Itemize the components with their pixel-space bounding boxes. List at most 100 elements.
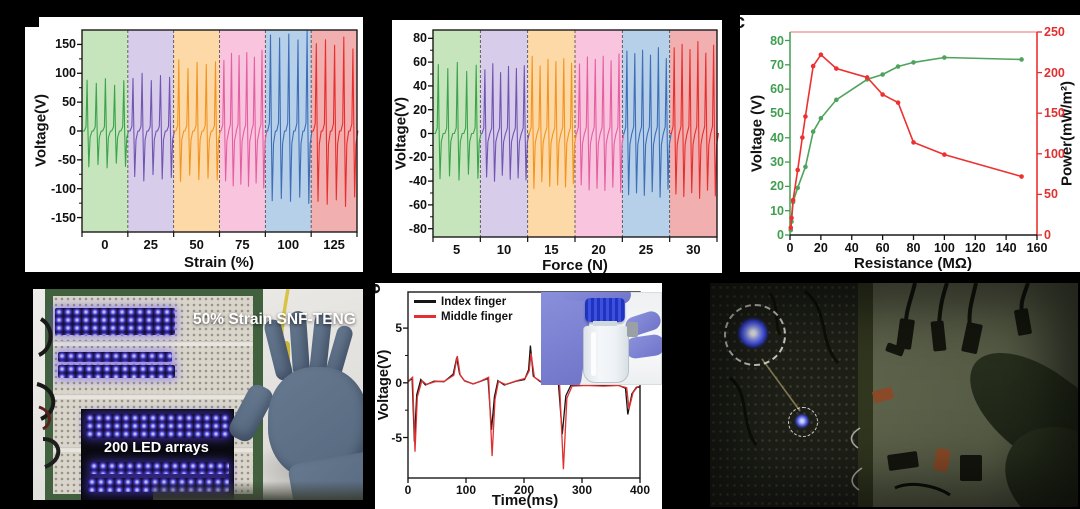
spike-trace-25 xyxy=(127,72,176,182)
y-tick-label: 0 xyxy=(69,124,76,138)
y-tick-label: 150 xyxy=(55,37,76,52)
force-chart-plot xyxy=(428,29,720,242)
y-tick-label: 50 xyxy=(62,95,76,110)
band-20 xyxy=(575,30,623,237)
right-tick-label: 100 xyxy=(1044,146,1065,161)
y-tick-label: 20 xyxy=(413,102,427,117)
panel-dark-demo-photo xyxy=(710,283,1078,507)
impedance-chart-right-axis-title: Power(mW/m²) xyxy=(1058,81,1076,186)
x-tick-label: 200 xyxy=(513,483,535,497)
strain-demo-caption: 50% Strain SNF-TENG xyxy=(193,311,356,328)
left-tick-label: 60 xyxy=(770,82,784,97)
strain-chart-x-axis-title: Strain (%) xyxy=(183,254,254,271)
spike-trace-125 xyxy=(311,36,359,208)
x-band-label: 50 xyxy=(189,237,204,252)
y-tick-label: -100 xyxy=(50,181,76,196)
right-tick-label: 50 xyxy=(1044,187,1058,202)
y-tick-label: -40 xyxy=(408,174,427,189)
x-tick-label: 40 xyxy=(844,241,859,255)
bottle-photo-inset xyxy=(541,292,662,385)
series-power xyxy=(790,53,1022,228)
spike-trace-100 xyxy=(265,30,313,205)
y-tick-label: 40 xyxy=(413,78,427,93)
spike-trace-15 xyxy=(527,55,578,190)
y-tick-label: 100 xyxy=(55,66,76,81)
led-array-strip xyxy=(86,414,229,438)
y-tick-label: -80 xyxy=(408,221,427,236)
marker-voltage xyxy=(810,129,816,134)
led-array-strip xyxy=(58,352,172,362)
strain-svg xyxy=(77,29,359,237)
x-tick-label: 100 xyxy=(455,483,477,497)
marker-power xyxy=(800,135,805,140)
marker-voltage xyxy=(880,72,885,77)
spike-trace-10 xyxy=(480,63,530,182)
x-band-label: 100 xyxy=(277,237,300,252)
left-tick-label: 0 xyxy=(777,228,784,242)
legend-swatch xyxy=(414,315,436,318)
impedance-chart-x-axis-title: Resistance (MΩ) xyxy=(854,255,972,272)
x-tick-label: 400 xyxy=(629,483,651,497)
band-10 xyxy=(480,30,528,237)
x-band-label: 75 xyxy=(235,237,250,252)
marker-voltage xyxy=(895,64,901,69)
legend-label: Middle finger xyxy=(441,310,513,323)
legend-swatch xyxy=(414,300,436,303)
band-75 xyxy=(219,30,266,232)
y-tick-label: -50 xyxy=(57,152,76,167)
marker-voltage xyxy=(1019,57,1024,62)
marker-power xyxy=(864,75,870,80)
marker-voltage xyxy=(803,164,808,170)
panel-strain-chart: Voltage(V) Strain (%) 150 100 50 0 -50 -100 -1… xyxy=(25,17,363,272)
marker-power xyxy=(895,100,901,105)
y-tick-label: 0 xyxy=(395,375,402,390)
y-tick-label: -5 xyxy=(391,430,402,445)
y-tick-label: -20 xyxy=(408,150,427,165)
marker-power xyxy=(1019,174,1024,179)
marker-voltage xyxy=(942,55,947,60)
spike-trace-75 xyxy=(219,49,268,189)
finger-chart-plot xyxy=(403,291,641,483)
trace-middle-finger xyxy=(407,353,640,470)
left-tick-label: 20 xyxy=(770,179,784,194)
marker-power xyxy=(790,197,796,203)
marker-power xyxy=(810,63,816,69)
marker-power xyxy=(803,114,808,119)
spike-trace-0 xyxy=(82,78,130,169)
finger-chart-x-axis-title: Time(ms) xyxy=(491,492,559,509)
breadboard-channel xyxy=(53,394,253,399)
led-array-strip xyxy=(58,365,175,378)
panel-finger-chart: e Voltage(V) Time(ms) Index fingerMiddle… xyxy=(375,283,662,509)
right-tick-label: 250 xyxy=(1044,25,1065,39)
marker-power xyxy=(795,167,801,173)
glass-bottle xyxy=(583,326,629,383)
black-wires xyxy=(36,317,61,469)
x-band-label: 10 xyxy=(496,242,512,257)
y-tick-label: 0 xyxy=(420,126,427,141)
x-tick-label: 140 xyxy=(995,241,1017,255)
x-band-label: 5 xyxy=(453,242,461,257)
spike-trace-30 xyxy=(669,41,720,199)
electrode xyxy=(960,455,982,481)
bottle-cap xyxy=(585,298,625,322)
marker-voltage xyxy=(795,185,801,191)
x-tick-label: 0 xyxy=(404,483,412,497)
right-tick-label: 150 xyxy=(1044,106,1065,121)
left-tick-label: 50 xyxy=(770,106,784,121)
led-highlight-circle xyxy=(724,304,786,366)
finger-svg xyxy=(403,291,641,483)
band-15 xyxy=(527,30,575,237)
bottle-highlight xyxy=(591,332,596,376)
spike-trace-5 xyxy=(433,61,482,181)
y-tick-label: 5 xyxy=(395,321,402,336)
photo-dark-edge xyxy=(153,481,363,500)
marker-power xyxy=(911,140,916,145)
panel-led-demo-photo: 200 LED arrays 50% Strain SNF-TENG xyxy=(33,289,363,500)
x-band-label: 20 xyxy=(591,242,606,257)
bottle-neck xyxy=(593,321,617,327)
panel-a-label-mark xyxy=(25,17,39,27)
left-tick-label: 80 xyxy=(770,33,784,48)
band-25 xyxy=(622,30,670,237)
spike-trace-20 xyxy=(575,53,625,193)
x-tick-label: 100 xyxy=(933,241,955,255)
